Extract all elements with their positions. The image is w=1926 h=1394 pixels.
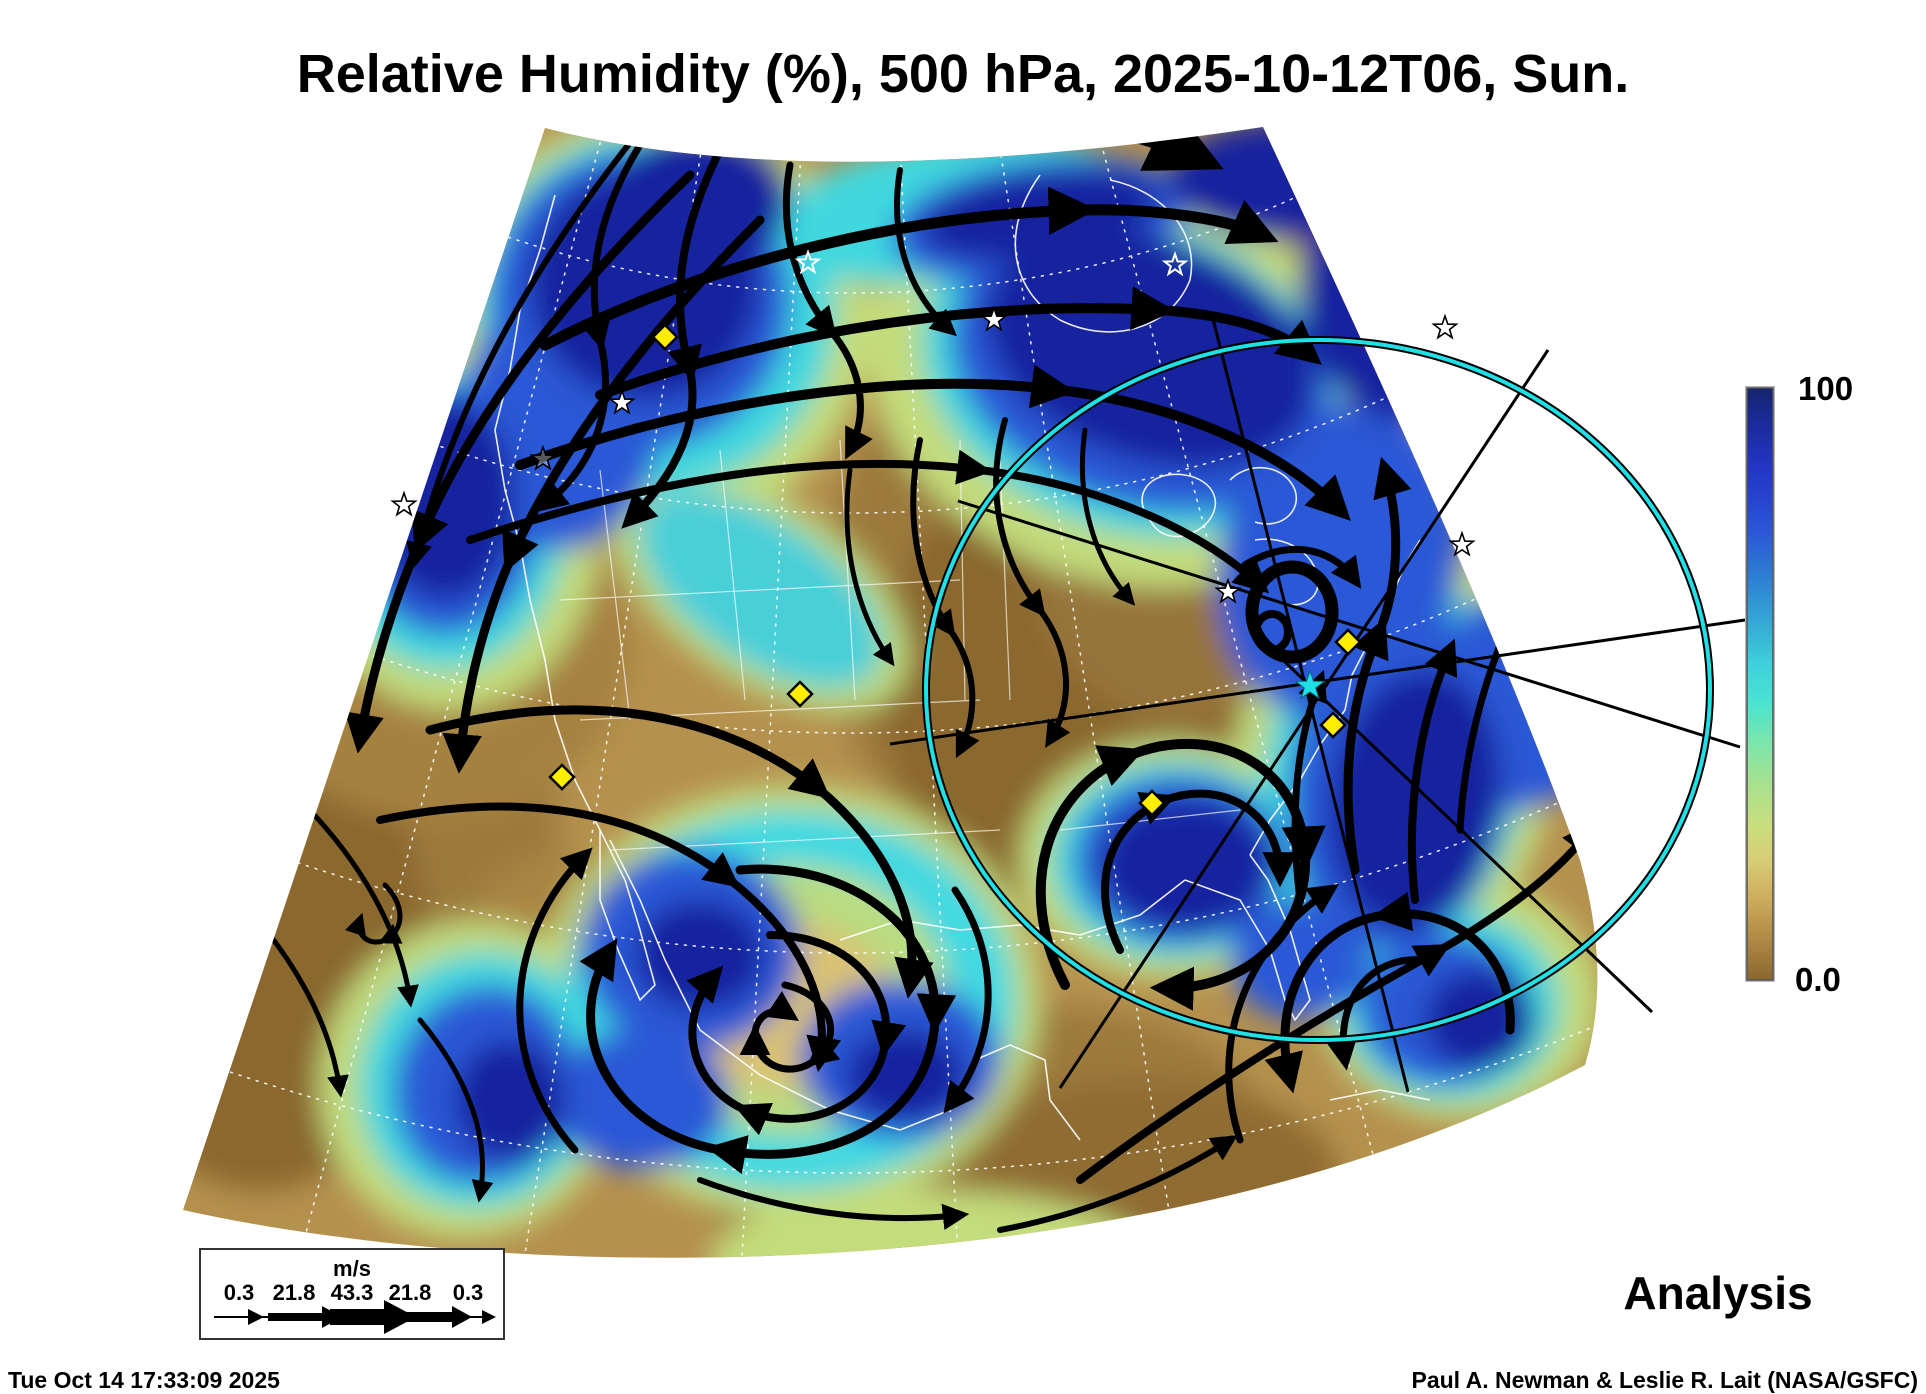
- colorbar: 100 0.0: [1745, 370, 1853, 998]
- wind-speed-legend: m/s 0.3 21.8 43.3 21.8 0.3: [199, 1248, 505, 1340]
- wind-legend-speed: 21.8: [273, 1280, 316, 1305]
- wind-legend-arrow-glyph: [214, 1300, 496, 1334]
- diamond-marker: [548, 763, 576, 791]
- diamond-marker: [1319, 711, 1347, 739]
- diamond-marker: [786, 680, 814, 708]
- humidity-field: [183, 127, 1598, 1258]
- credit-label: Paul A. Newman & Leslie R. Lait (NASA/GS…: [1411, 1367, 1918, 1393]
- wind-streamlines: [227, 127, 1598, 1233]
- wind-legend-speed: 21.8: [389, 1280, 432, 1305]
- colorbar-gradient: [1746, 387, 1774, 981]
- crosshair-line: [957, 499, 1741, 749]
- star-marker: [390, 490, 418, 517]
- star-outline-marker: [1431, 313, 1459, 340]
- wind-legend-speed: 43.3: [331, 1280, 374, 1305]
- wind-legend-speed: 0.3: [224, 1280, 255, 1305]
- star-marker: [1448, 530, 1476, 557]
- star-outline-marker: [794, 248, 822, 275]
- star-marker: [980, 305, 1008, 332]
- closed-loop-streamline: [1245, 560, 1339, 664]
- plot-title: Relative Humidity (%), 500 hPa, 2025-10-…: [297, 44, 1630, 104]
- wind-legend-units: m/s: [333, 1256, 371, 1281]
- diamond-marker: [1334, 628, 1362, 656]
- star-outline-marker: [529, 444, 557, 471]
- star-outline-marker: [1161, 250, 1189, 277]
- star-marker: [608, 388, 636, 415]
- wind-legend-speed: 0.3: [453, 1280, 484, 1305]
- map-markers: [390, 248, 1476, 817]
- crosshair-line: [1058, 349, 1550, 1089]
- star-marker: [1214, 577, 1242, 604]
- colorbar-min-label: 0.0: [1795, 961, 1841, 998]
- analysis-label: Analysis: [1623, 1267, 1812, 1319]
- diamond-marker: [1138, 789, 1166, 817]
- render-timestamp: Tue Oct 14 17:33:09 2025: [8, 1367, 280, 1393]
- station-overlay: [889, 314, 1746, 1093]
- diamond-marker: [651, 323, 679, 351]
- range-circle: [924, 338, 1712, 1042]
- crosshair-line: [1210, 314, 1410, 1093]
- crosshair-line: [1283, 660, 1654, 1014]
- station-cyan-star: [1294, 669, 1326, 700]
- colorbar-max-label: 100: [1798, 370, 1853, 407]
